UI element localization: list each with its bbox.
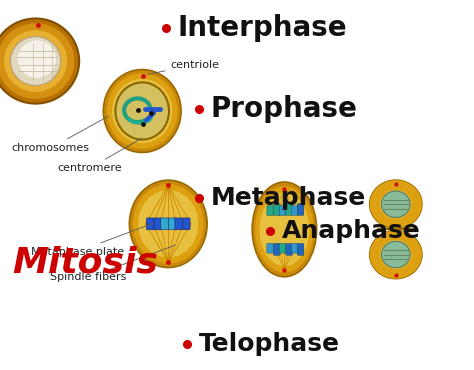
FancyBboxPatch shape [182, 218, 190, 230]
Text: chromosomes: chromosomes [12, 116, 109, 153]
FancyBboxPatch shape [273, 243, 280, 255]
FancyBboxPatch shape [154, 218, 162, 230]
Text: Metaphase plate: Metaphase plate [31, 223, 154, 257]
FancyBboxPatch shape [279, 206, 286, 215]
Ellipse shape [370, 180, 422, 228]
Text: Metaphase: Metaphase [211, 186, 366, 210]
Ellipse shape [129, 180, 207, 268]
FancyBboxPatch shape [286, 204, 292, 215]
Ellipse shape [103, 70, 181, 152]
FancyBboxPatch shape [267, 243, 273, 253]
FancyBboxPatch shape [286, 243, 292, 255]
Ellipse shape [4, 30, 67, 92]
Ellipse shape [0, 18, 79, 104]
Ellipse shape [370, 180, 422, 228]
Text: Prophase: Prophase [211, 95, 358, 123]
FancyBboxPatch shape [297, 204, 304, 215]
Ellipse shape [252, 182, 317, 277]
Text: Spindle fibers: Spindle fibers [50, 245, 175, 283]
Text: Anaphase: Anaphase [282, 219, 421, 243]
FancyBboxPatch shape [292, 243, 298, 253]
Text: centriole: centriole [147, 60, 219, 74]
Ellipse shape [382, 191, 410, 218]
Ellipse shape [370, 231, 422, 279]
FancyBboxPatch shape [267, 206, 273, 215]
Ellipse shape [112, 79, 173, 143]
Ellipse shape [370, 231, 422, 279]
FancyBboxPatch shape [146, 218, 154, 230]
Ellipse shape [0, 23, 74, 99]
FancyBboxPatch shape [297, 243, 304, 255]
Ellipse shape [382, 241, 410, 268]
Ellipse shape [380, 190, 411, 219]
Ellipse shape [380, 240, 411, 269]
Ellipse shape [18, 40, 56, 78]
Text: Interphase: Interphase [178, 14, 347, 42]
Text: Telophase: Telophase [199, 332, 340, 356]
FancyBboxPatch shape [175, 218, 182, 230]
Ellipse shape [10, 37, 61, 85]
Ellipse shape [133, 184, 204, 263]
FancyBboxPatch shape [161, 218, 168, 230]
Ellipse shape [138, 190, 199, 258]
Ellipse shape [259, 193, 310, 266]
FancyBboxPatch shape [273, 204, 280, 215]
Text: Mitosis: Mitosis [12, 246, 158, 280]
Ellipse shape [117, 84, 168, 138]
Ellipse shape [255, 186, 314, 272]
Ellipse shape [107, 73, 178, 149]
FancyBboxPatch shape [292, 206, 298, 215]
FancyBboxPatch shape [168, 218, 176, 230]
FancyBboxPatch shape [279, 243, 286, 253]
Text: centromere: centromere [57, 138, 142, 174]
